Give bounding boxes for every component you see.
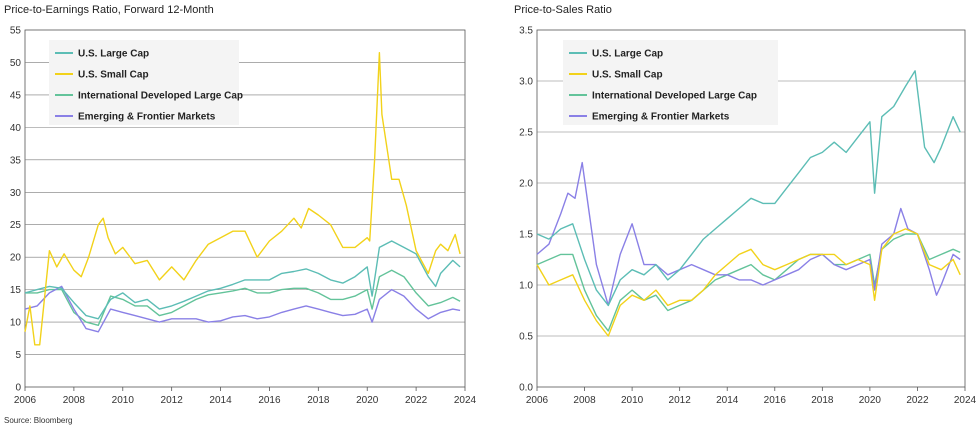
y-tick-label: 15: [10, 285, 22, 296]
y-tick-label: 1.0: [519, 281, 533, 292]
y-tick-label: 20: [10, 253, 22, 264]
y-tick-label: 2.5: [519, 128, 533, 139]
series-line-international-developed-large-cap: [536, 233, 961, 332]
legend-label: U.S. Small Cap: [592, 70, 663, 81]
y-tick-label: 30: [10, 188, 22, 199]
x-tick-label: 2012: [669, 395, 692, 406]
x-tick-label: 2022: [906, 395, 929, 406]
legend-box: [563, 40, 778, 125]
x-tick-label: 2016: [258, 395, 281, 406]
x-tick-label: 2024: [454, 395, 477, 406]
x-tick-label: 2018: [811, 395, 834, 406]
pe-ratio-chart: 0 5 10 15 20 25 30 35 40 45 50 55 2006 2008 2010 2012 20…: [10, 26, 477, 407]
y-tick-label: 10: [10, 318, 22, 329]
legend-label: U.S. Small Cap: [78, 70, 149, 81]
y-tick-label: 0.5: [519, 332, 533, 343]
series-line-emerging-frontier-markets: [24, 285, 461, 333]
source-note: Source: Bloomberg: [4, 416, 73, 425]
y-tick-label: 3.5: [519, 26, 533, 37]
series-line-u-s-small-cap: [536, 228, 961, 337]
left-chart-title: Price-to-Earnings Ratio, Forward 12-Mont…: [4, 4, 214, 16]
y-tick-label: 2.0: [519, 179, 533, 190]
x-tick-label: 2020: [356, 395, 379, 406]
y-tick-label: 40: [10, 123, 22, 134]
y-tick-label: 3.0: [519, 77, 533, 88]
legend-label: U.S. Large Cap: [78, 49, 149, 60]
x-tick-label: 2012: [161, 395, 184, 406]
y-tick-label: 35: [10, 155, 22, 166]
x-tick-label: 2016: [764, 395, 787, 406]
x-tick-label: 2022: [405, 395, 428, 406]
ps-ratio-chart: 0.0 0.5 1.0 1.5 2.0 2.5 3.0 3.5 2006 2008 2010 2012…: [519, 26, 976, 407]
series-line-emerging-frontier-markets: [536, 161, 961, 307]
legend-label: U.S. Large Cap: [592, 49, 663, 60]
x-tick-label: 2014: [716, 395, 739, 406]
y-tick-label: 5: [15, 350, 21, 361]
legend-label: Emerging & Frontier Markets: [592, 112, 730, 123]
x-tick-label: 2024: [954, 395, 976, 406]
series-line-u-s-large-cap: [24, 240, 461, 320]
y-tick-label: 55: [10, 26, 22, 37]
y-tick-label: 0.0: [519, 383, 533, 394]
x-tick-label: 2020: [859, 395, 882, 406]
series-line-u-s-small-cap: [24, 52, 461, 346]
legend-label: International Developed Large Cap: [592, 91, 757, 102]
series-line-international-developed-large-cap: [25, 269, 461, 326]
y-tick-label: 50: [10, 58, 22, 69]
x-tick-label: 2014: [209, 395, 232, 406]
x-tick-label: 2008: [573, 395, 596, 406]
x-tick-label: 2010: [112, 395, 135, 406]
x-tick-label: 2006: [526, 395, 549, 406]
y-tick-label: 1.5: [519, 230, 533, 241]
legend-label: Emerging & Frontier Markets: [78, 112, 216, 123]
x-tick-label: 2010: [621, 395, 644, 406]
y-tick-label: 0: [15, 383, 21, 394]
y-tick-label: 25: [10, 220, 22, 231]
x-tick-label: 2018: [307, 395, 330, 406]
legend-label: International Developed Large Cap: [78, 91, 243, 102]
x-tick-label: 2008: [63, 395, 86, 406]
y-tick-label: 45: [10, 90, 22, 101]
series-line-u-s-large-cap: [536, 70, 961, 307]
x-tick-label: 2006: [14, 395, 37, 406]
legend-box: [49, 40, 239, 125]
right-chart-title: Price-to-Sales Ratio: [514, 4, 612, 16]
